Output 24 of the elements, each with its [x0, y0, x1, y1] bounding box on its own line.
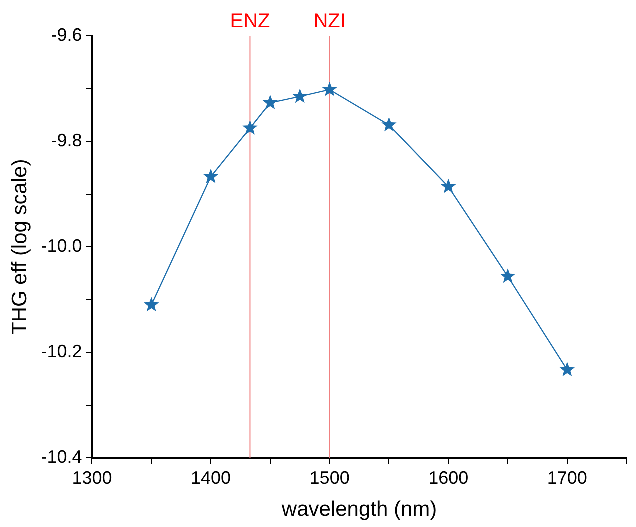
- point: [441, 178, 456, 194]
- ref-line-label: NZI: [314, 10, 346, 33]
- x-tick-label: 1700: [547, 468, 588, 488]
- ref-line-label: ENZ: [230, 10, 270, 33]
- point: [322, 82, 338, 96]
- y-axis-title: THG eff (log scale): [8, 159, 32, 336]
- x-tick-label: 1500: [310, 468, 350, 488]
- x-tick-label: 1400: [191, 468, 232, 488]
- point: [203, 168, 219, 184]
- x-axis-title: wavelength (nm): [280, 498, 438, 522]
- y-tick-label: -10.0: [41, 236, 82, 256]
- point: [560, 362, 576, 377]
- y-tick-label: -10.4: [41, 447, 82, 468]
- x-tick-label: 1600: [428, 468, 469, 488]
- point: [144, 297, 160, 312]
- point: [382, 117, 397, 132]
- point: [292, 88, 308, 104]
- y-tick-label: -9.8: [51, 130, 82, 151]
- point: [500, 268, 516, 284]
- x-tick-label: 1300: [72, 468, 112, 488]
- y-tick-label: -9.6: [51, 24, 82, 45]
- point: [242, 120, 258, 135]
- point: [262, 95, 278, 110]
- y-tick-label: -10.2: [41, 342, 82, 362]
